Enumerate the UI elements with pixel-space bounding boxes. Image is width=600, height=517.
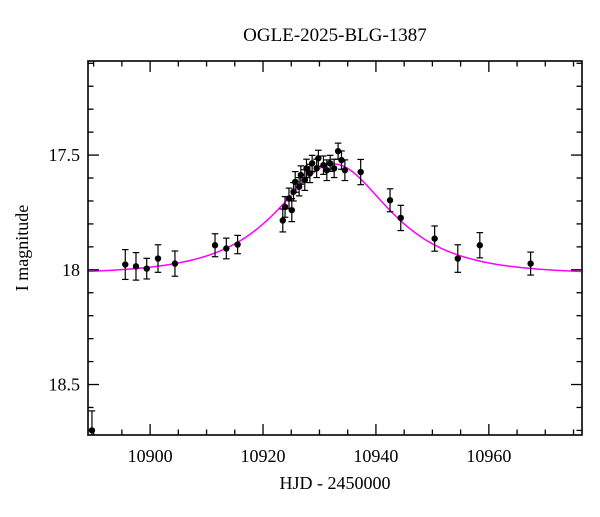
data-point-marker <box>454 255 461 262</box>
y-axis-label: I magnitude <box>12 205 32 291</box>
data-point <box>303 158 310 179</box>
data-point-marker <box>327 160 334 167</box>
y-tick-label: 18.5 <box>49 375 81 395</box>
data-point-marker <box>143 265 150 272</box>
data-point-marker <box>315 155 322 162</box>
data-point-marker <box>171 260 179 267</box>
data-point <box>295 176 303 197</box>
x-tick-label: 10940 <box>353 446 398 466</box>
data-point-marker <box>297 171 305 179</box>
data-point-marker <box>386 197 394 204</box>
data-point <box>326 154 334 172</box>
data-point-marker <box>431 235 438 242</box>
data-point <box>476 232 484 259</box>
data-point <box>454 244 462 273</box>
data-point <box>297 165 305 185</box>
data-point <box>431 225 438 252</box>
data-point-marker <box>338 156 345 164</box>
data-point <box>154 244 162 273</box>
data-point <box>223 237 230 260</box>
data-point <box>320 155 327 175</box>
data-point <box>234 234 241 255</box>
data-point <box>397 204 405 232</box>
data-point <box>291 170 299 193</box>
x-tick-label: 10960 <box>466 446 511 466</box>
data-point <box>121 249 129 281</box>
data-point-marker <box>291 178 299 186</box>
data-point-marker <box>122 261 129 268</box>
axis-ticks <box>88 61 582 435</box>
model-curve-group <box>88 163 582 273</box>
plot-title: OGLE-2025-BLG-1387 <box>243 25 427 46</box>
data-point-marker <box>320 161 327 169</box>
data-point-marker <box>279 217 286 224</box>
data-point-marker <box>527 260 534 267</box>
data-point-marker <box>334 147 342 155</box>
y-tick-label: 17.5 <box>49 145 81 165</box>
x-tick-label: 10900 <box>128 446 173 466</box>
data-point <box>211 233 219 258</box>
axis-tick-labels: 10900 10920 10940 10960 17.5 18 18.5 <box>49 145 512 466</box>
data-point-marker <box>476 242 484 249</box>
x-axis-label: HJD - 2450000 <box>280 473 391 493</box>
model-curve <box>88 163 582 273</box>
data-point <box>341 159 349 182</box>
data-point <box>143 257 151 280</box>
data-point-marker <box>295 183 303 190</box>
data-point-marker <box>357 168 364 176</box>
data-point <box>386 188 394 213</box>
data-point <box>308 154 316 172</box>
data-point-marker <box>211 242 219 249</box>
data-point-marker <box>154 255 162 262</box>
data-point-marker <box>234 241 241 248</box>
data-point <box>132 251 140 281</box>
data-point <box>527 251 534 276</box>
data-point-marker <box>330 165 338 172</box>
data-point-marker <box>341 167 349 174</box>
data-point <box>330 158 338 179</box>
data-points-group <box>88 142 534 435</box>
data-point-marker <box>132 263 140 270</box>
data-point-marker <box>223 245 230 252</box>
data-point <box>171 250 179 277</box>
data-point <box>338 150 345 170</box>
data-point <box>357 158 364 186</box>
y-tick-label: 18 <box>62 260 80 280</box>
x-tick-label: 10920 <box>241 446 286 466</box>
data-point-marker <box>308 160 316 167</box>
data-point-marker <box>323 167 331 174</box>
data-point-marker <box>397 214 404 222</box>
plot-frame <box>87 60 583 436</box>
data-point-marker <box>301 176 308 184</box>
data-point <box>315 149 322 167</box>
data-point-marker <box>303 165 310 172</box>
data-point-marker <box>288 206 296 214</box>
